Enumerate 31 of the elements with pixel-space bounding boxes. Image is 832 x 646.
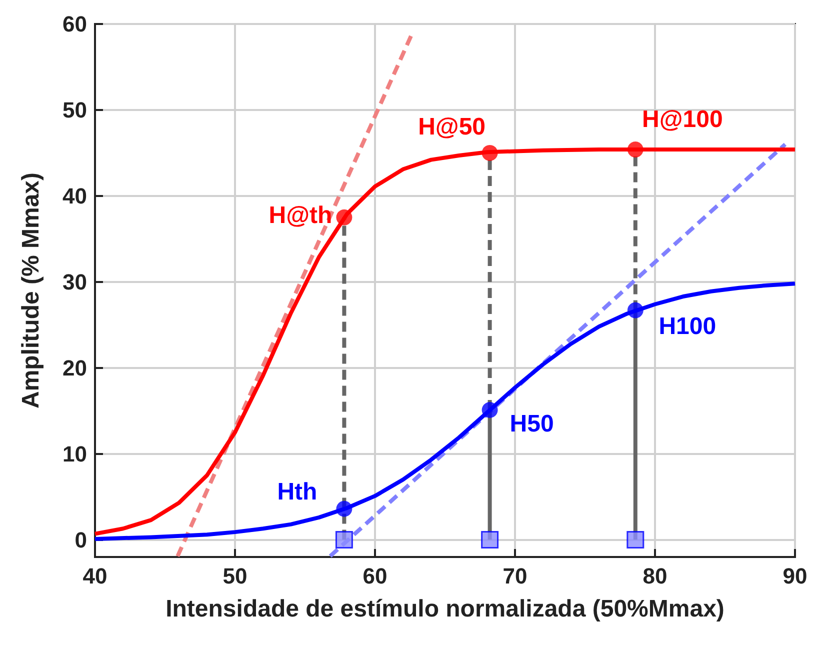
y-axis-title: Amplitude (% Mmax) <box>18 172 44 409</box>
annotation: H@50 <box>418 113 486 140</box>
annotation: H@th <box>268 202 332 229</box>
annotation: H@100 <box>642 106 723 134</box>
x-axis-title: Intensidade de estímulo normalizada (50%Mmax) <box>166 596 724 622</box>
y-tick-label: 20 <box>62 355 87 380</box>
line-series <box>93 282 797 541</box>
y-tick-label: 0 <box>74 527 87 552</box>
point <box>627 142 644 158</box>
y-tick-label: 30 <box>62 269 87 294</box>
point <box>335 531 353 549</box>
annotation: H50 <box>510 410 554 438</box>
y-tick-label: 60 <box>62 12 87 36</box>
y-tick-label: 40 <box>62 183 87 208</box>
point <box>481 531 499 549</box>
point <box>626 531 644 549</box>
x-tick-label: 60 <box>362 564 388 588</box>
y-tick-label: 10 <box>62 441 87 466</box>
x-tick-label: 50 <box>222 564 248 588</box>
annotation: Hth <box>277 478 318 506</box>
x-tick-label: 90 <box>782 564 808 588</box>
x-tick-label: 70 <box>502 564 528 588</box>
x-tick-label: 80 <box>642 564 668 588</box>
y-tick-label: 50 <box>62 97 87 122</box>
point <box>482 144 498 161</box>
point <box>627 302 644 318</box>
point <box>336 500 352 517</box>
point <box>336 209 352 226</box>
x-tick-label: 40 <box>82 564 108 588</box>
point <box>482 402 498 418</box>
annotation: H100 <box>658 312 716 340</box>
